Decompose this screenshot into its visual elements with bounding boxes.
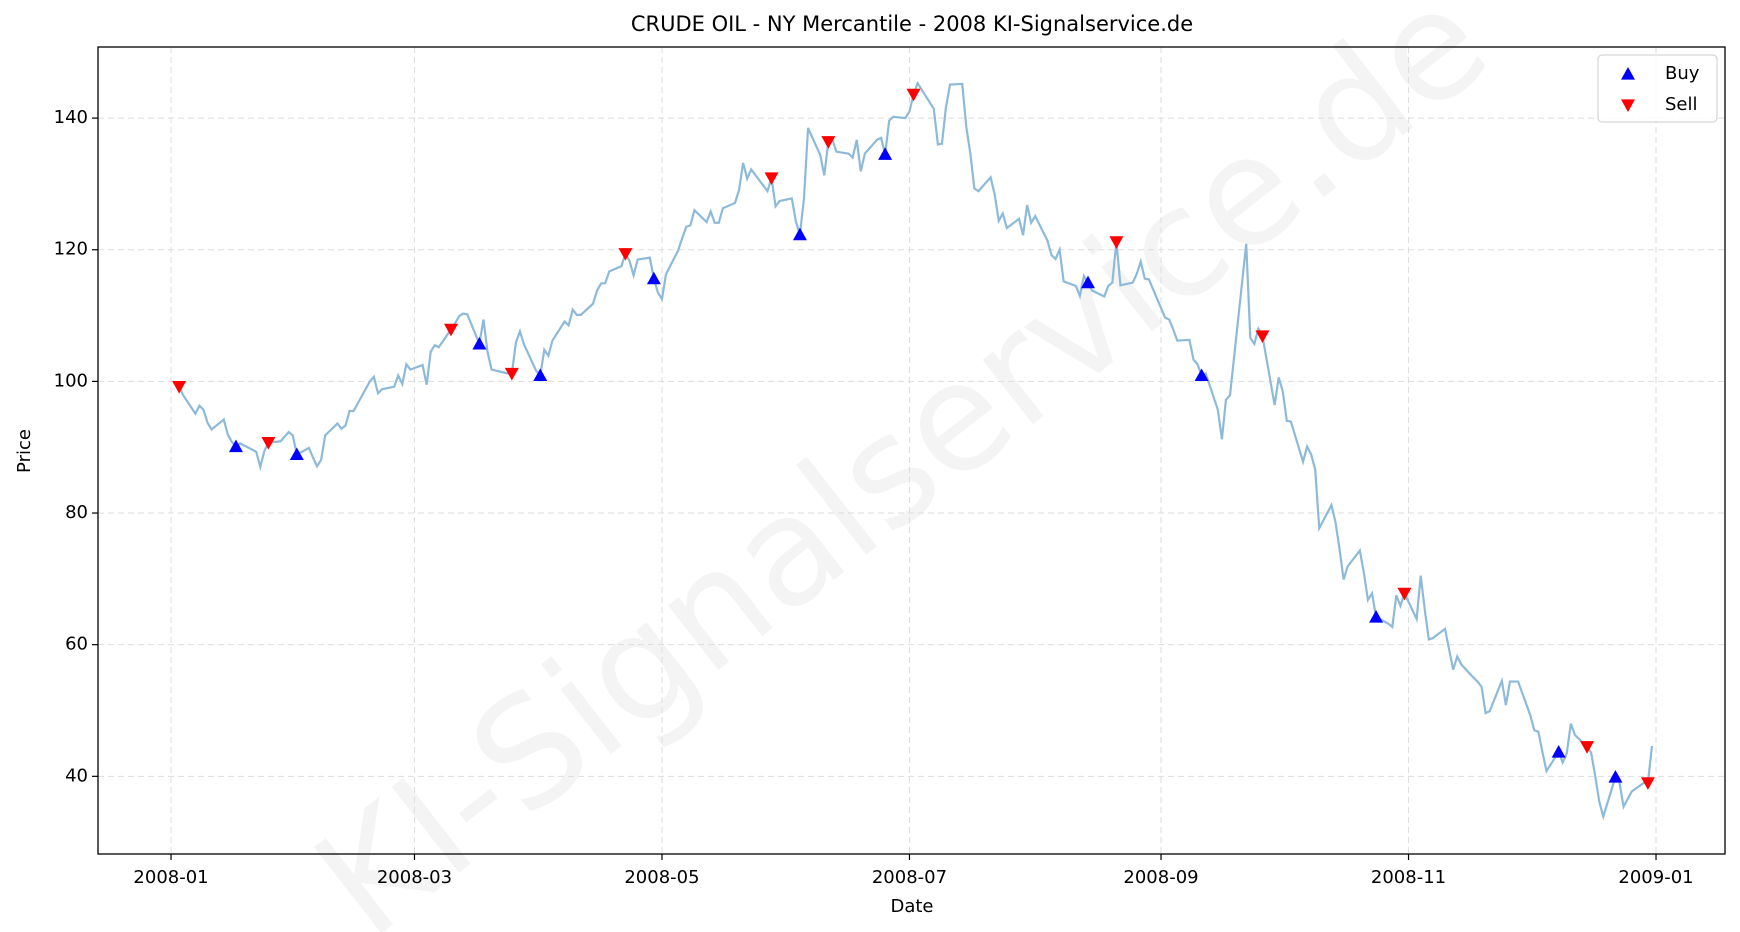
signal-marker [792, 227, 807, 241]
signal-marker [504, 367, 519, 381]
signal-marker [878, 147, 893, 160]
y-tick-label: 120 [54, 239, 88, 260]
legend-marker [1621, 67, 1635, 80]
signal-marker [618, 248, 633, 261]
x-tick-label: 2008-01 [133, 867, 208, 888]
signal-marker [1080, 275, 1095, 289]
legend-label: Sell [1665, 94, 1698, 115]
signal-marker [172, 381, 187, 394]
legend-label: Buy [1665, 63, 1700, 84]
x-tick-label: 2008-07 [872, 867, 947, 888]
x-axis-label: Date [890, 896, 933, 917]
signal-marker [1194, 368, 1209, 382]
chart-title: CRUDE OIL - NY Mercantile - 2008 KI-Sign… [631, 12, 1193, 36]
y-tick-label: 80 [65, 502, 88, 523]
signal-marker [443, 323, 458, 337]
legend-marker [1621, 99, 1635, 112]
signal-marker [1369, 610, 1384, 623]
signal-marker [533, 368, 548, 382]
y-tick-label: 40 [65, 765, 88, 786]
signal-marker [228, 439, 243, 453]
signal-marker [1608, 769, 1623, 783]
x-tick-label: 2008-05 [624, 867, 699, 888]
y-tick-label: 100 [54, 370, 88, 391]
x-tick-label: 2008-11 [1371, 867, 1446, 888]
signal-marker [764, 172, 779, 185]
y-axis-label: Price [14, 429, 35, 473]
y-tick-label: 140 [54, 107, 88, 128]
signal-marker [289, 447, 304, 461]
signal-marker [1551, 744, 1566, 758]
signal-marker [1580, 741, 1595, 754]
signal-marker [1109, 236, 1124, 249]
signal-marker [646, 271, 661, 285]
x-tick-label: 2008-03 [377, 867, 452, 888]
signal-marker [472, 336, 487, 350]
signal-marker [1397, 587, 1412, 601]
signal-marker [906, 88, 921, 102]
signal-marker [1640, 777, 1655, 790]
signal-marker [1255, 330, 1270, 343]
plot-frame [97, 46, 1726, 855]
y-tick-label: 60 [65, 634, 88, 655]
x-tick-label: 2008-09 [1123, 867, 1198, 888]
x-tick-label: 2009-01 [1618, 867, 1693, 888]
price-line [174, 80, 1654, 821]
signal-marker [821, 136, 836, 149]
signal-marker [261, 437, 276, 450]
